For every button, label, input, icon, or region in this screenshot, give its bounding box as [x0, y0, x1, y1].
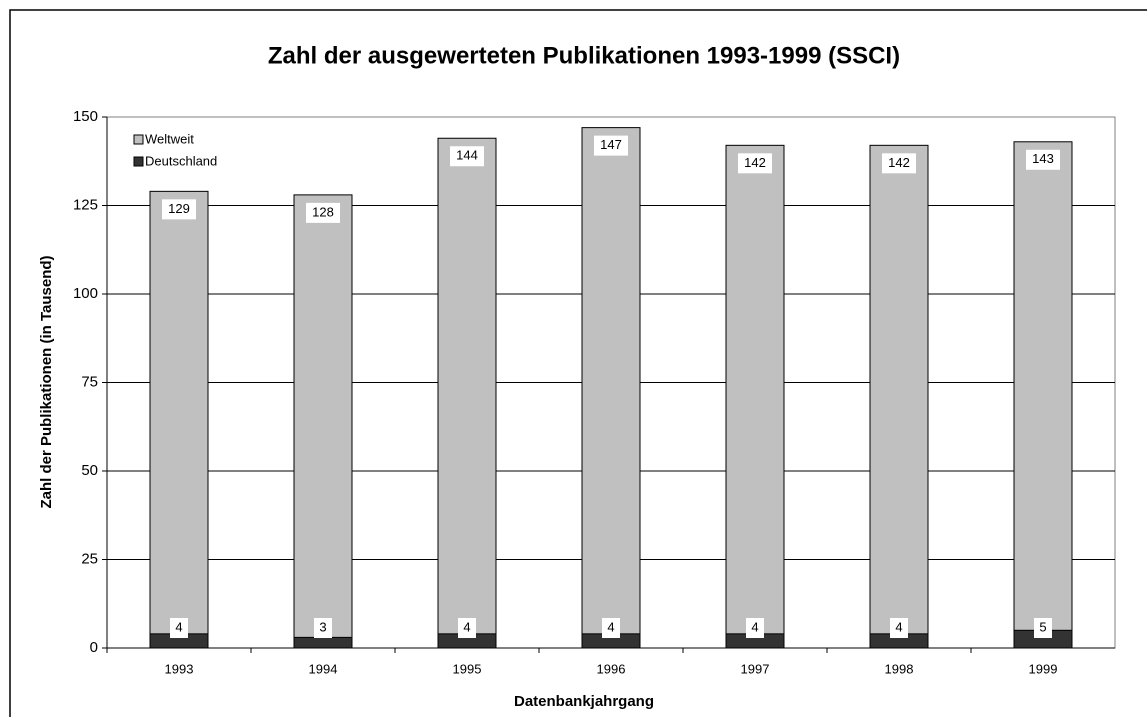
y-tick-label: 75 — [81, 373, 98, 390]
chart-title: Zahl der ausgewerteten Publikationen 199… — [268, 42, 900, 69]
bar — [725, 144, 785, 649]
bar — [149, 190, 209, 649]
data-label: 4 — [751, 619, 758, 634]
x-tick-label: 1998 — [885, 661, 914, 676]
data-label: 143 — [1032, 151, 1054, 166]
data-label: 5 — [1039, 619, 1046, 634]
x-tick-label: 1994 — [309, 661, 338, 676]
bar — [293, 636, 353, 649]
data-label-box — [162, 199, 196, 220]
data-label-box — [314, 618, 332, 638]
x-tick-label: 1999 — [1029, 661, 1058, 676]
y-axis-label: Zahl der Publikationen (in Tausend) — [38, 255, 55, 508]
data-label-box — [594, 135, 628, 156]
bar — [869, 144, 929, 649]
x-tick-label: 1995 — [453, 661, 482, 676]
y-tick-label: 150 — [73, 108, 98, 125]
bar — [1013, 141, 1073, 649]
legend-swatch — [133, 134, 144, 145]
data-label: 3 — [319, 619, 326, 634]
bar — [293, 194, 353, 649]
data-label: 147 — [600, 137, 622, 152]
x-tick-label: 1997 — [741, 661, 770, 676]
data-label: 4 — [463, 619, 470, 634]
data-label-box — [170, 618, 188, 638]
data-label: 129 — [168, 201, 190, 216]
bar — [581, 127, 641, 649]
bar — [437, 137, 497, 649]
data-label: 4 — [175, 619, 182, 634]
data-label-box — [738, 153, 772, 174]
y-tick-label: 50 — [81, 462, 98, 479]
data-label-box — [1026, 149, 1060, 170]
data-label-box — [458, 618, 476, 638]
x-axis-label: Datenbankjahrgang — [514, 693, 654, 710]
y-tick-label: 100 — [73, 285, 98, 302]
data-label-box — [890, 618, 908, 638]
data-label-box — [746, 618, 764, 638]
legend-label: Weltweit — [145, 131, 194, 146]
legend-label: Deutschland — [145, 153, 217, 168]
data-label: 4 — [895, 619, 902, 634]
x-tick-label: 1996 — [597, 661, 626, 676]
data-label: 142 — [888, 155, 910, 170]
y-tick-label: 25 — [81, 550, 98, 567]
data-label: 128 — [312, 204, 334, 219]
x-tick-label: 1993 — [165, 661, 194, 676]
data-label: 142 — [744, 155, 766, 170]
data-label: 4 — [607, 619, 614, 634]
data-label-box — [1034, 618, 1052, 638]
y-tick-label: 125 — [73, 196, 98, 213]
legend-swatch — [133, 156, 144, 167]
y-tick-label: 0 — [90, 639, 98, 656]
data-label: 144 — [456, 148, 478, 163]
data-label-box — [450, 146, 484, 167]
data-label-box — [882, 153, 916, 174]
data-label-box — [602, 618, 620, 638]
data-label-box — [306, 202, 340, 223]
